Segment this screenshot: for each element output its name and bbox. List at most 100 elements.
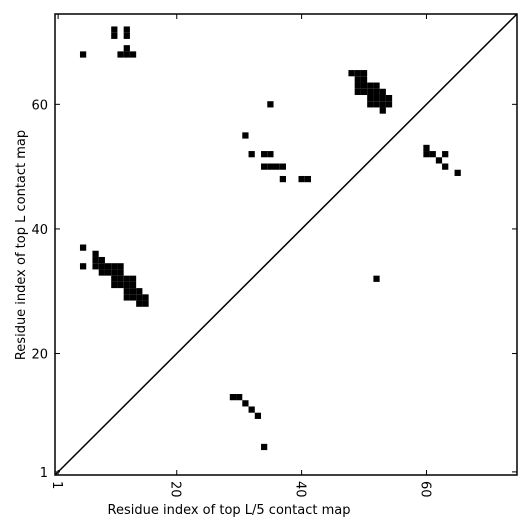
contact-cell bbox=[379, 101, 386, 108]
contact-cell bbox=[360, 82, 368, 89]
contact-cell bbox=[111, 263, 118, 270]
contact-cell bbox=[79, 51, 87, 58]
x-tick-label: 1 bbox=[49, 481, 64, 489]
contact-cell bbox=[354, 88, 361, 95]
contact-cell bbox=[379, 94, 386, 102]
contact-cell bbox=[367, 94, 374, 102]
contact-cell bbox=[267, 151, 274, 158]
contact-cell bbox=[304, 175, 311, 183]
contact-cell bbox=[279, 175, 286, 183]
contact-cell bbox=[129, 288, 137, 295]
contact-cell bbox=[373, 275, 380, 282]
contact-cell bbox=[373, 101, 380, 108]
x-tick-label: 20 bbox=[168, 481, 183, 498]
contact-cell bbox=[117, 263, 124, 270]
contact-cell bbox=[367, 88, 374, 95]
contact-cell bbox=[98, 269, 105, 276]
contact-cell bbox=[136, 288, 143, 295]
contact-cell bbox=[79, 263, 87, 270]
contact-cell bbox=[429, 151, 436, 158]
contact-cell bbox=[129, 281, 137, 289]
contact-cell bbox=[379, 88, 386, 95]
contact-cell bbox=[354, 82, 361, 89]
contact-cell bbox=[92, 250, 99, 257]
contact-cell bbox=[129, 51, 137, 58]
y-tick-label: 60 bbox=[31, 98, 48, 113]
y-tick-label: 20 bbox=[31, 348, 48, 363]
contact-cell bbox=[279, 163, 286, 170]
contact-cell bbox=[117, 275, 124, 282]
y-axis-label: Residue index of top L contact map bbox=[14, 130, 29, 360]
contact-cell bbox=[123, 275, 130, 282]
contact-cell bbox=[123, 32, 130, 39]
contact-cell bbox=[360, 70, 368, 77]
contact-cell bbox=[442, 151, 449, 158]
contact-cell bbox=[261, 163, 268, 170]
contact-cell bbox=[104, 263, 112, 270]
contact-cell bbox=[136, 294, 143, 301]
contact-cell bbox=[273, 163, 280, 170]
contact-cell bbox=[348, 70, 355, 77]
contact-cell bbox=[123, 294, 130, 301]
contact-cell bbox=[111, 281, 118, 289]
contact-cell bbox=[79, 244, 87, 251]
contact-cell bbox=[360, 88, 368, 95]
x-axis-label: Residue index of top L/5 contact map bbox=[108, 503, 351, 518]
contact-cell bbox=[242, 132, 249, 139]
contact-cell bbox=[129, 275, 137, 282]
contact-cell bbox=[123, 26, 130, 33]
contact-cell bbox=[123, 281, 130, 289]
contact-cell bbox=[360, 76, 368, 83]
contact-cell bbox=[385, 101, 393, 108]
contact-cell bbox=[142, 294, 149, 301]
x-tick-label: 40 bbox=[293, 481, 308, 498]
x-tick-label: 60 bbox=[417, 481, 432, 498]
contact-cell bbox=[111, 32, 118, 39]
contact-cell bbox=[367, 82, 374, 89]
contact-cell bbox=[254, 412, 262, 419]
contact-cell bbox=[117, 269, 124, 276]
diagonal bbox=[54, 13, 518, 476]
plot-frame bbox=[54, 13, 518, 476]
contact-cell bbox=[111, 269, 118, 276]
y-tick-label: 40 bbox=[31, 223, 48, 238]
contact-cell bbox=[261, 151, 268, 158]
contact-cell bbox=[142, 300, 149, 307]
contact-cell bbox=[354, 70, 361, 77]
contact-cell bbox=[423, 151, 430, 158]
contact-cell bbox=[373, 94, 380, 102]
contact-cell bbox=[123, 51, 130, 58]
contact-cell bbox=[92, 263, 99, 270]
contact-cell bbox=[423, 144, 430, 152]
contact-cell bbox=[261, 443, 268, 451]
contact-cell bbox=[248, 406, 255, 413]
contact-cell bbox=[267, 163, 274, 170]
contact-cell bbox=[136, 300, 143, 307]
contact-cell bbox=[454, 169, 461, 176]
contact-cell bbox=[111, 26, 118, 33]
y-tick-label: 1 bbox=[40, 466, 48, 481]
contact-cell bbox=[117, 281, 124, 289]
contact-cell bbox=[229, 394, 237, 401]
contact-cell bbox=[104, 269, 112, 276]
contact-cell bbox=[248, 151, 255, 158]
contact-cell bbox=[267, 101, 274, 108]
contact-cell bbox=[435, 157, 443, 164]
contact-cell bbox=[98, 256, 105, 264]
contact-cell bbox=[111, 275, 118, 282]
contact-cell bbox=[442, 163, 449, 170]
contact-cell bbox=[123, 288, 130, 295]
contact-cell bbox=[129, 294, 137, 301]
contact-cell bbox=[385, 94, 393, 102]
contact-cell bbox=[373, 88, 380, 95]
contact-cell bbox=[92, 256, 99, 264]
contact-cell bbox=[123, 45, 130, 52]
contact-cell bbox=[354, 76, 361, 83]
contact-cell bbox=[98, 263, 105, 270]
contact-cell bbox=[379, 107, 386, 114]
contact-cell bbox=[117, 51, 124, 58]
contact-cell bbox=[367, 101, 374, 108]
contact-cell bbox=[242, 400, 249, 407]
contact-cell bbox=[236, 394, 243, 401]
